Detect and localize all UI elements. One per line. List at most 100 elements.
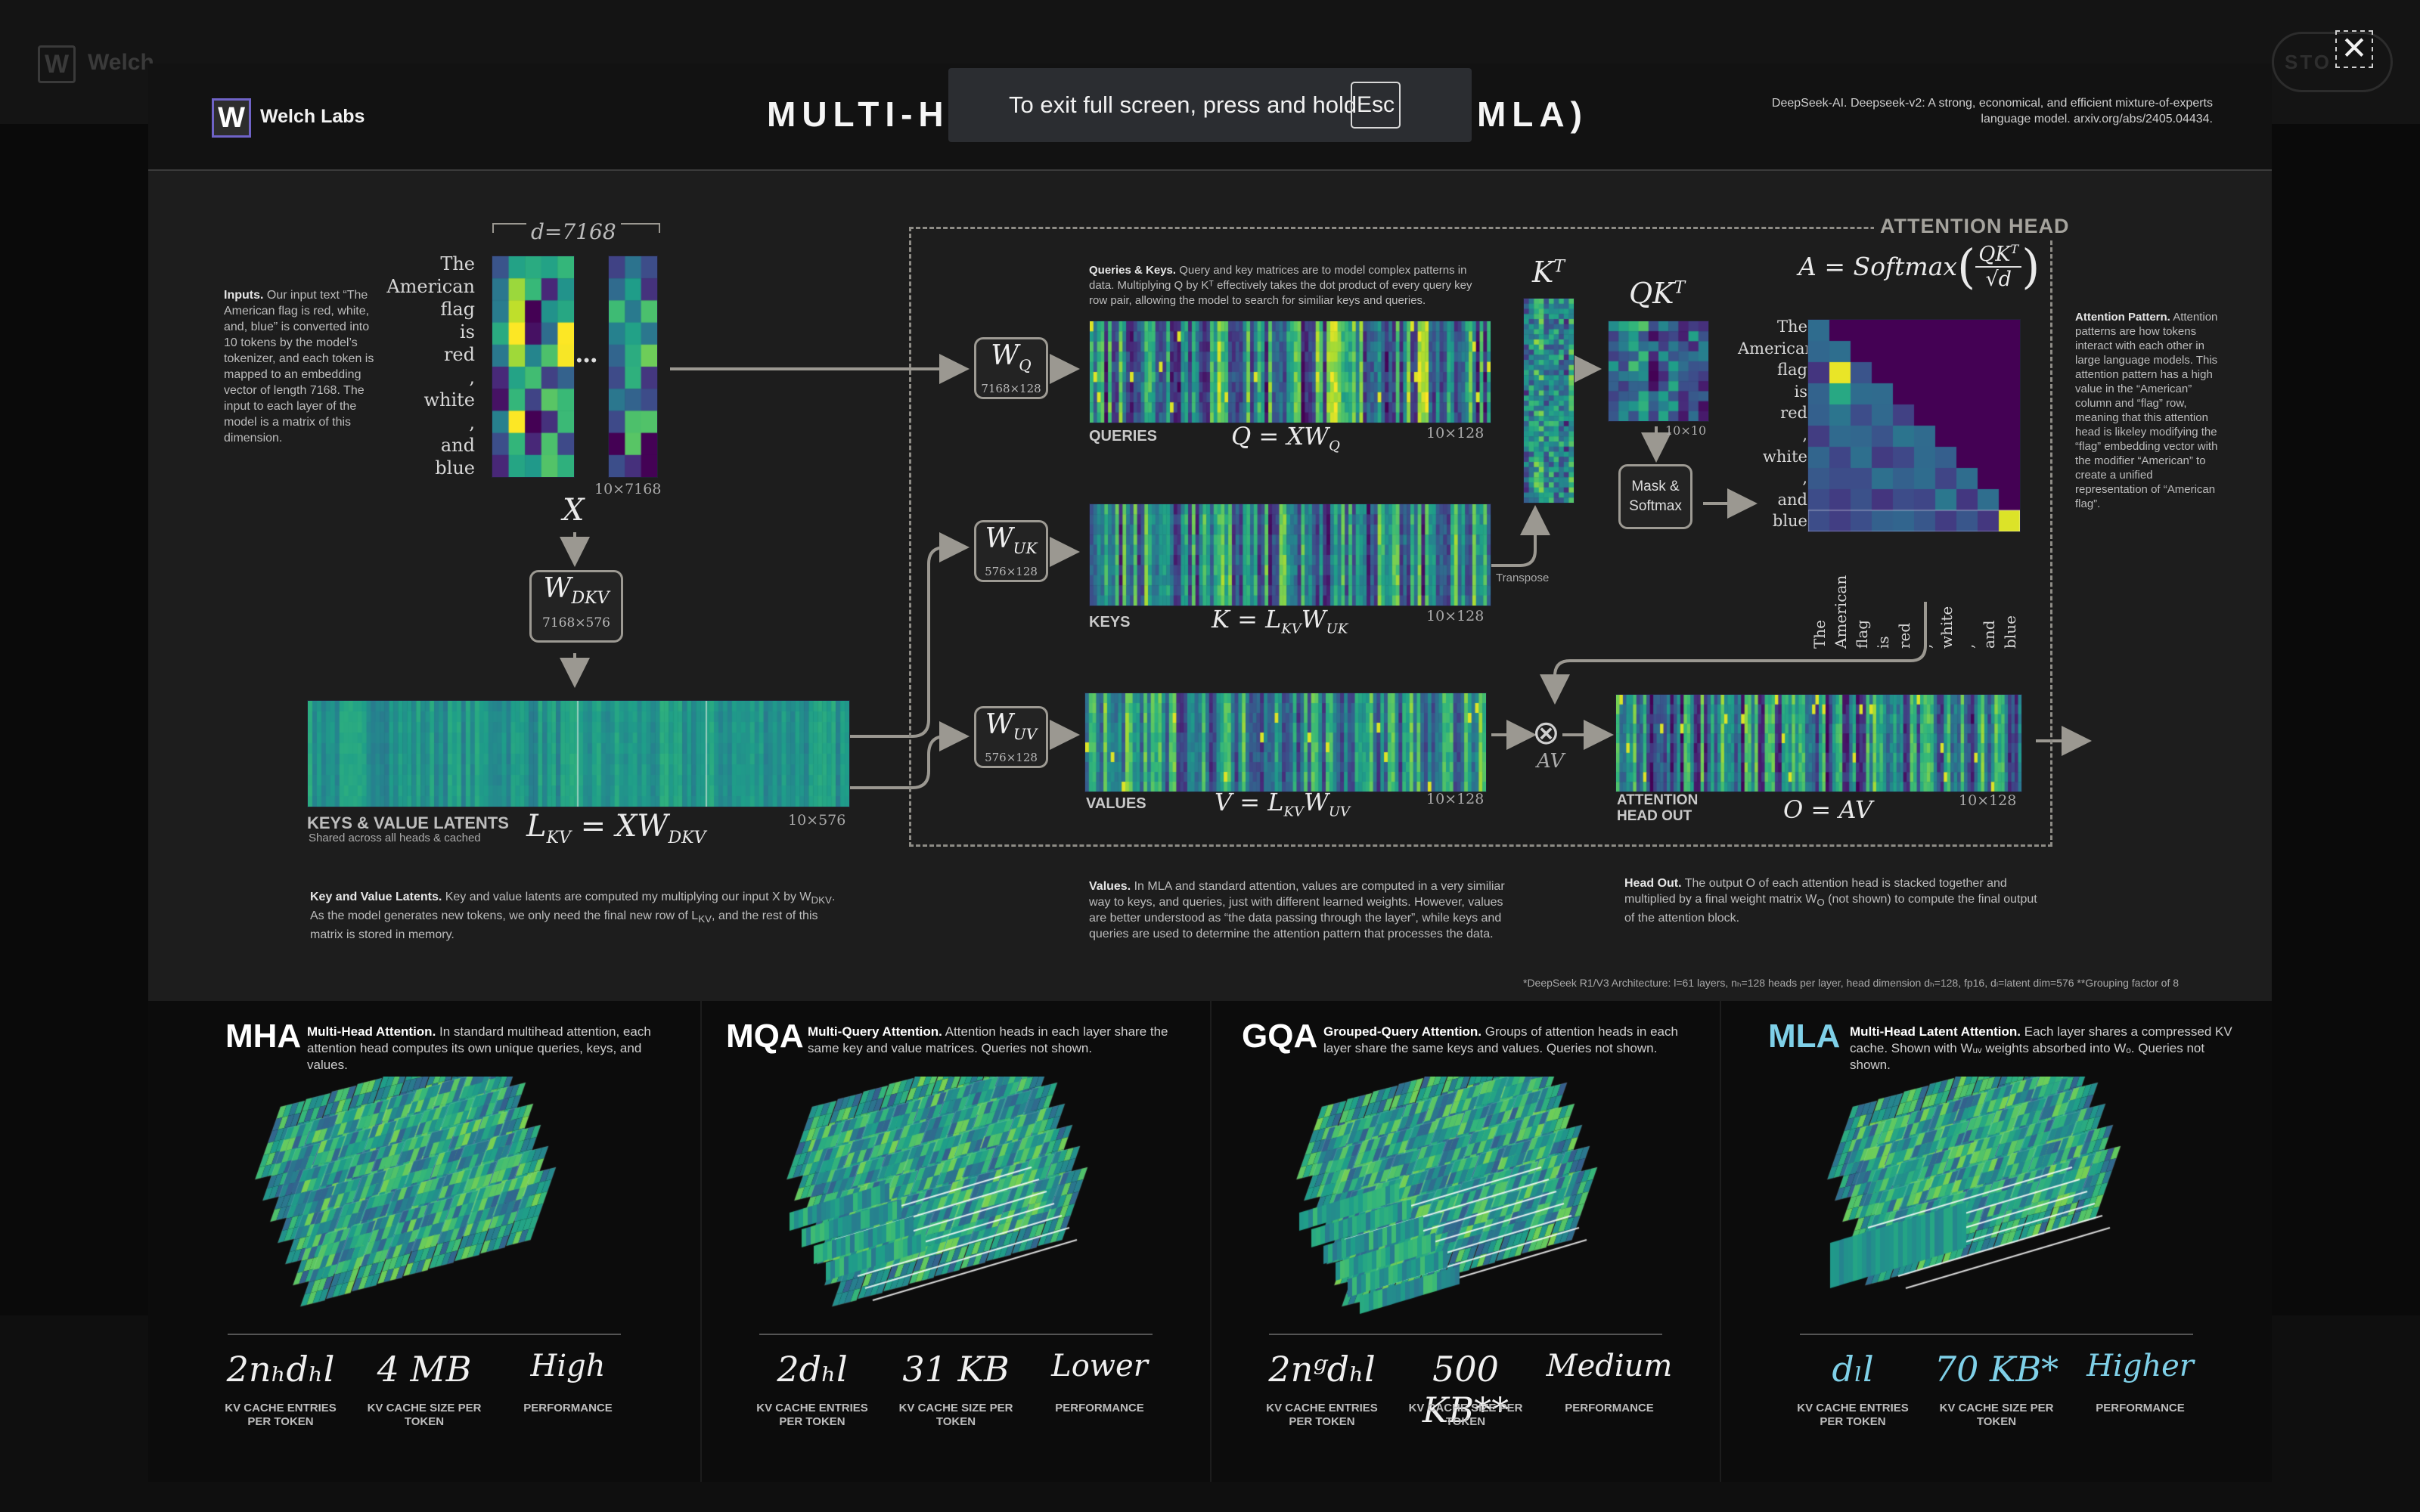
panel-description: Multi-Head Attention. In standard multih… xyxy=(307,1024,651,1072)
close-button[interactable]: ✕ xyxy=(2335,30,2373,68)
kv-size-caption: KV CACHE SIZE PER TOKEN xyxy=(1408,1402,1523,1428)
kt-matrix xyxy=(1523,298,1575,503)
performance-caption: PERFORMANCE xyxy=(1565,1402,1654,1414)
kv-cache-size: 500 KB** xyxy=(1422,1349,1509,1430)
attention-pattern-note: Attention Pattern. Attention patterns ar… xyxy=(2075,311,2218,510)
embedding-matrix-right xyxy=(608,256,658,478)
kv-size-caption: KV CACHE SIZE PER TOKEN xyxy=(898,1402,1013,1428)
fullscreen-poster-image: W Welch Labs MULTI-H N (MLA) DeepSeek-AI.… xyxy=(148,64,2272,1482)
pattern-column-token: flag xyxy=(1853,619,1871,649)
input-token: red xyxy=(443,344,475,365)
kv-entries-caption: KV CACHE ENTRIES PER TOKEN xyxy=(1266,1402,1378,1428)
latents-note: Key and Value Latents. Key and value lat… xyxy=(310,891,836,942)
panel-abbr: MHA xyxy=(225,1018,302,1055)
exit-fullscreen-text: To exit full screen, press and hold xyxy=(1009,91,1357,118)
kt-label: KT xyxy=(1532,256,1565,289)
pattern-column-token: is xyxy=(1874,636,1892,649)
pattern-row-token: is xyxy=(1794,382,1808,401)
attention-stack-visual xyxy=(250,1077,598,1326)
head-out-matrix xyxy=(1615,694,2022,792)
kv-cache-size: 4 MB xyxy=(377,1349,472,1390)
keys-dim: 10×128 xyxy=(1426,608,1485,624)
multiply-icon: ⊗ xyxy=(1532,714,1560,751)
queries-label: QUERIES xyxy=(1089,428,1158,445)
panel-description: Multi-Query Attention. Attention heads i… xyxy=(808,1024,1168,1055)
input-token: flag xyxy=(440,299,475,320)
head-out-note: Head Out. The output O of each attention… xyxy=(1624,877,2037,925)
input-token: , xyxy=(469,367,475,388)
pattern-row-token: white xyxy=(1762,447,1807,466)
pattern-row-token: , xyxy=(1802,469,1807,488)
values-label: VALUES xyxy=(1086,795,1146,812)
qkt-matrix xyxy=(1608,321,1709,422)
x-label: X xyxy=(563,493,585,528)
exit-fullscreen-banner: To exit full screen, press and hold Esc xyxy=(948,68,1472,142)
attention-stack-visual xyxy=(1292,1077,1640,1326)
pattern-column-token: American xyxy=(1832,575,1850,649)
pattern-row-token: and xyxy=(1777,490,1808,509)
pattern-column-tokens: The American flag is red, white, and blue xyxy=(1807,535,2019,686)
ellipsis: ••• xyxy=(576,351,599,370)
pattern-column-token: white xyxy=(1938,606,1956,649)
pattern-row-token: American xyxy=(1738,339,1816,358)
input-tokens: The American flag is red, white, and blue xyxy=(383,253,475,479)
queries-matrix xyxy=(1089,321,1491,423)
input-token: and xyxy=(440,435,475,456)
panel-description: Grouped-Query Attention. Groups of atten… xyxy=(1323,1024,1678,1055)
comparison-panel-gqa: GQA Grouped-Query Attention. Groups of at… xyxy=(1212,1001,1720,1482)
input-token: is xyxy=(460,321,475,342)
kv-cache-entries: 2nₕdₕl xyxy=(226,1349,335,1390)
comparison-panel-mla: MLA Multi-Head Latent Attention. Each lay… xyxy=(1721,1001,2272,1482)
attention-pattern-matrix xyxy=(1807,319,2021,532)
queries-dim: 10×128 xyxy=(1426,425,1485,442)
input-token: white xyxy=(424,389,475,411)
pattern-column-token: and xyxy=(1980,620,1998,649)
attention-head-label: ATTENTION HEAD xyxy=(1874,215,2076,238)
architecture-footnote: *DeepSeek R1/V3 Architecture: l=61 layer… xyxy=(1523,977,2180,989)
embedding-matrix-left xyxy=(492,256,575,478)
queries-equation: Q = XWQ xyxy=(1231,422,1340,454)
x-dim: 10×7168 xyxy=(594,481,662,497)
transpose-label: Transpose xyxy=(1496,572,1550,584)
close-icon[interactable]: ✕ xyxy=(2341,30,2368,66)
d-label: d=7168 xyxy=(526,219,621,244)
latents-equation: LKV = XWDKV xyxy=(526,809,706,847)
welch-labs-logo-icon: W xyxy=(212,98,251,138)
values-note: Values. In MLA and standard attention, v… xyxy=(1089,880,1505,940)
panel-abbr: GQA xyxy=(1242,1018,1318,1055)
keys-equation: K = LKVWUK xyxy=(1212,605,1348,637)
values-dim: 10×128 xyxy=(1426,791,1485,807)
kv-entries-caption: KV CACHE ENTRIES PER TOKEN xyxy=(1797,1402,1909,1428)
poster-title-start: MULTI-H xyxy=(767,94,950,134)
performance-value: Medium xyxy=(1546,1349,1673,1383)
pattern-row-tokens: The American flag is red, white, and blue xyxy=(1738,316,1816,532)
qkt-dim: 10×10 xyxy=(1665,423,1707,438)
head-out-dim: 10×128 xyxy=(1959,792,2017,809)
head-out-equation: O = AV xyxy=(1783,795,1873,824)
latent-matrix xyxy=(307,700,850,807)
panel-divider xyxy=(1269,1334,1662,1335)
values-equation: V = LKVWUV xyxy=(1215,788,1351,820)
input-token: The xyxy=(440,253,475,274)
mask-softmax-box: Mask & Softmax xyxy=(1618,464,1692,529)
input-token: , xyxy=(469,412,475,433)
page-store-button: STO xyxy=(2272,32,2393,92)
kv-size-caption: KV CACHE SIZE PER TOKEN xyxy=(367,1402,482,1428)
panel-divider xyxy=(759,1334,1153,1335)
comparison-panel-mqa: MQA Multi-Query Attention. Attention head… xyxy=(702,1001,1210,1482)
kv-cache-entries: 2dₕl xyxy=(777,1349,848,1390)
performance-value: High xyxy=(530,1349,606,1383)
kv-entries-caption: KV CACHE ENTRIES PER TOKEN xyxy=(756,1402,868,1428)
welch-labs-brand: Welch Labs xyxy=(260,106,365,127)
av-label: AV xyxy=(1537,750,1565,773)
pattern-column-token: red xyxy=(1895,622,1913,649)
pattern-row-token: blue xyxy=(1772,512,1807,531)
kv-cache-entries: dₗl xyxy=(1832,1349,1874,1390)
queries-keys-note: Queries & Keys. Query and key matrices a… xyxy=(1089,264,1472,307)
pattern-row-token: The xyxy=(1777,318,1807,336)
keys-matrix xyxy=(1089,503,1491,606)
panel-description: Multi-Head Latent Attention. Each layer … xyxy=(1850,1024,2232,1072)
panel-divider xyxy=(1800,1334,2193,1335)
panel-abbr: MQA xyxy=(726,1018,804,1055)
qkt-label: QKT xyxy=(1629,277,1686,310)
